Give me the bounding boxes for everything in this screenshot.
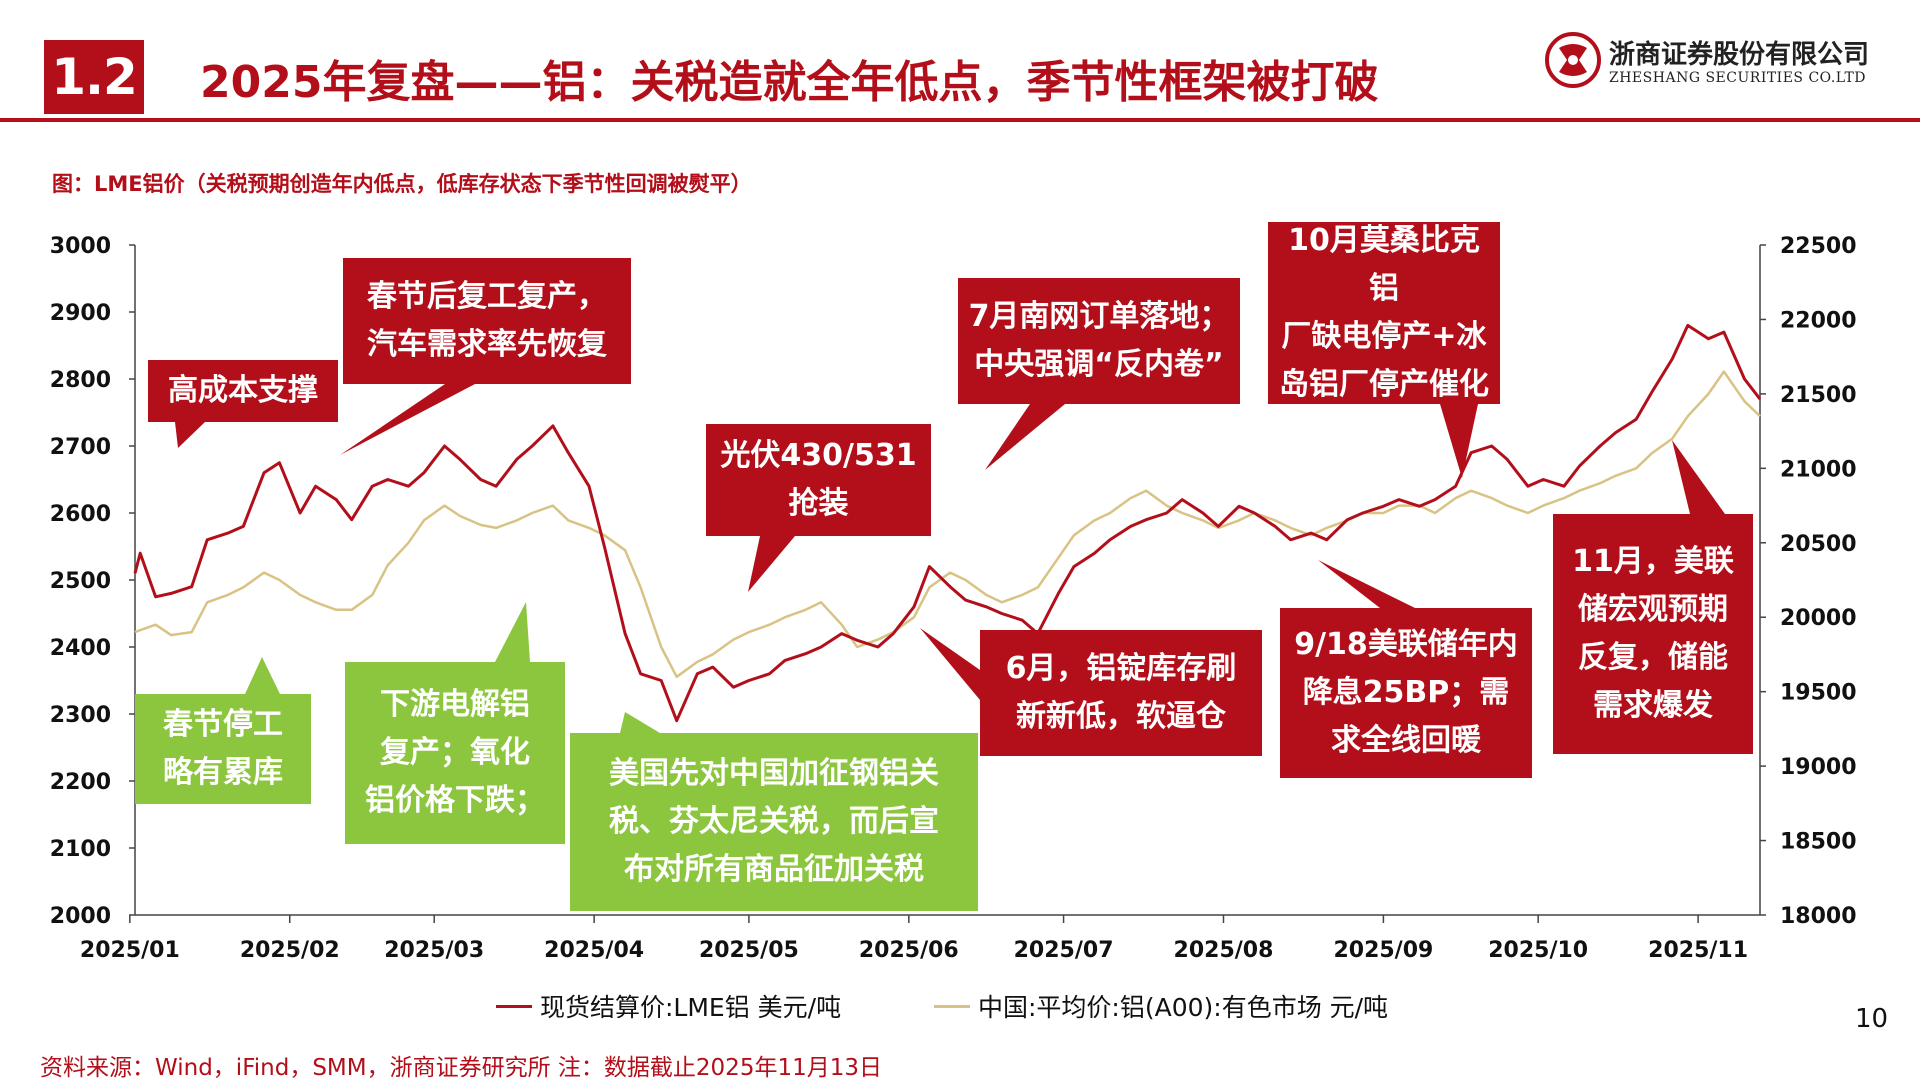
annotation-us-tariffs: 美国先对中国加征钢铝关 税、芬太尼关税，而后宣 布对所有商品征加关税 xyxy=(570,733,978,911)
section-badge: 1.2 xyxy=(44,40,144,114)
legend-label-lme: 现货结算价:LME铝 美元/吨 xyxy=(540,993,842,1022)
x-tick-label: 2025/05 xyxy=(699,938,799,963)
y-right-tick-label: 18500 xyxy=(1780,830,1857,855)
y-right-tick-label: 19500 xyxy=(1780,681,1857,706)
data-source: 资料来源：Wind，iFind，SMM，浙商证券研究所 注：数据截止2025年1… xyxy=(40,1055,882,1081)
chart-legend: 现货结算价:LME铝 美元/吨 中国:平均价:铝(A00):有色市场 元/吨 xyxy=(0,988,1920,1022)
x-tick-label: 2025/01 xyxy=(80,938,180,963)
x-tick-label: 2025/09 xyxy=(1333,938,1433,963)
y-right-tick-label: 21500 xyxy=(1780,383,1857,408)
y-left-tick-label: 3000 xyxy=(50,234,111,259)
callout-tail-pv-rush xyxy=(748,536,795,592)
y-right-tick-label: 21000 xyxy=(1780,457,1857,482)
y-left-tick-label: 2900 xyxy=(50,301,111,326)
x-tick-label: 2025/11 xyxy=(1648,938,1748,963)
legend-item-lme: 现货结算价:LME铝 美元/吨 xyxy=(496,988,841,1024)
y-left-tick-label: 2500 xyxy=(50,569,111,594)
annotation-oct-mozambique: 10月莫桑比克铝 厂缺电停产+冰 岛铝厂停产催化 xyxy=(1268,222,1500,404)
page-number: 10 xyxy=(1855,1004,1889,1034)
annotation-nov-fed-energy: 11月，美联 储宏观预期 反复，储能 需求爆发 xyxy=(1553,514,1753,754)
y-right-tick-label: 22000 xyxy=(1780,308,1857,333)
legend-swatch-lme xyxy=(496,1004,532,1008)
y-right-tick-label: 20500 xyxy=(1780,532,1857,557)
y-right-tick-label: 20000 xyxy=(1780,606,1857,631)
x-tick-label: 2025/08 xyxy=(1174,938,1274,963)
y-left-tick-label: 2400 xyxy=(50,636,111,661)
callout-tail-june-inventory xyxy=(920,628,980,700)
logo-english-name: ZHESHANG SECURITIES CO.LTD xyxy=(1609,70,1867,86)
title-rule xyxy=(0,118,1920,122)
logo-chinese-name: 浙商证券股份有限公司 xyxy=(1609,40,1870,70)
callout-tail-spring-festival xyxy=(245,657,280,694)
y-left-tick-label: 2300 xyxy=(50,703,111,728)
annotation-pv-rush: 光伏430/531 抢装 xyxy=(706,424,931,536)
y-right-tick-label: 18000 xyxy=(1780,904,1857,929)
callout-tail-sep18-fed xyxy=(1318,560,1415,608)
y-right-tick-label: 19000 xyxy=(1780,755,1857,780)
callout-tail-july-grid xyxy=(985,404,1065,470)
page-title: 2025年复盘——铝：关税造就全年低点，季节性框架被打破 xyxy=(200,57,1379,108)
figure-caption: 图：LME铝价（关税预期创造年内低点，低库存状态下季节性回调被熨平） xyxy=(52,172,752,196)
y-left-tick-label: 2800 xyxy=(50,368,111,393)
callout-tail-high-cost xyxy=(175,422,205,448)
callout-tail-oct-mozambique xyxy=(1440,404,1478,478)
y-left-tick-label: 2000 xyxy=(50,904,111,929)
zheshang-logo-icon xyxy=(1545,32,1601,88)
series-line-lme xyxy=(133,323,1762,723)
legend-swatch-china xyxy=(934,1004,970,1008)
y-left-tick-label: 2100 xyxy=(50,837,111,862)
annotation-downstream-resume: 下游电解铝 复产；氧化 铝价格下跌； xyxy=(345,662,565,844)
x-tick-label: 2025/06 xyxy=(859,938,959,963)
y-left-tick-label: 2700 xyxy=(50,435,111,460)
annotation-post-festival-resume: 春节后复工复产， 汽车需求率先恢复 xyxy=(343,258,631,384)
legend-item-china: 中国:平均价:铝(A00):有色市场 元/吨 xyxy=(934,988,1388,1024)
annotation-spring-festival-stock: 春节停工 略有累库 xyxy=(135,694,311,804)
aluminium-price-chart: 2000 2100 2200 2300 2400 2500 2600 2700 2800 2900… xyxy=(50,234,1857,963)
x-tick-label: 2025/07 xyxy=(1014,938,1114,963)
annotation-sep18-fed-cut: 9/18美联储年内 降息25BP；需 求全线回暖 xyxy=(1280,608,1532,778)
company-logo: 浙商证券股份有限公司 ZHESHANG SECURITIES CO.LTD xyxy=(1545,30,1890,94)
callout-tail-post-festival xyxy=(340,384,475,455)
series-line-china xyxy=(134,370,1761,679)
x-tick-label: 2025/04 xyxy=(544,938,644,963)
annotation-high-cost-support: 高成本支撑 xyxy=(148,360,338,422)
annotation-june-inventory-low: 6月，铝锭库存刷 新新低，软逼仓 xyxy=(980,630,1262,756)
y-left-tick-label: 2200 xyxy=(50,770,111,795)
callout-tail-nov-fed xyxy=(1672,440,1725,514)
x-tick-label: 2025/03 xyxy=(384,938,484,963)
callout-tail-downstream xyxy=(495,602,530,662)
annotation-july-grid-orders: 7月南网订单落地； 中央强调“反内卷” xyxy=(958,278,1240,404)
x-tick-label: 2025/02 xyxy=(240,938,340,963)
x-tick-label: 2025/10 xyxy=(1488,938,1588,963)
y-left-tick-label: 2600 xyxy=(50,502,111,527)
callout-tail-us-tariffs xyxy=(620,712,660,733)
y-right-tick-label: 22500 xyxy=(1780,234,1857,259)
legend-label-china: 中国:平均价:铝(A00):有色市场 元/吨 xyxy=(978,993,1389,1022)
